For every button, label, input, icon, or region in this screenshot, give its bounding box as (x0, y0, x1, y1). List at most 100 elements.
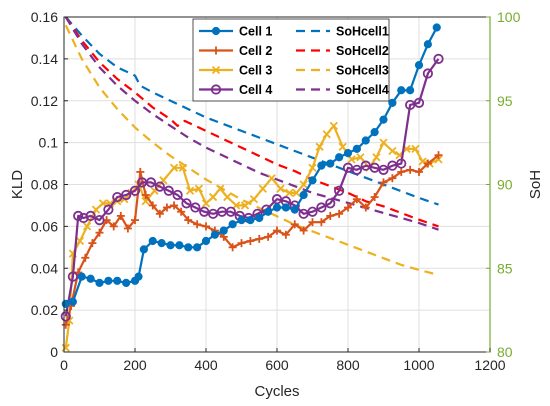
data-point (141, 190, 150, 199)
data-point (61, 343, 70, 352)
series-sohcell1 (64, 16, 439, 206)
x-marker-b (276, 184, 285, 193)
data-point (157, 239, 166, 248)
data-point (361, 203, 370, 212)
data-point (81, 253, 90, 262)
data-point (75, 236, 85, 246)
data-point (95, 228, 104, 237)
data-point (116, 211, 125, 220)
y-tick-label: 0.02 (31, 302, 58, 318)
data-point (68, 297, 77, 306)
x-marker-b (315, 142, 324, 151)
data-point (131, 216, 139, 225)
series-cell-4 (60, 53, 444, 322)
series-sohcell3 (64, 24, 439, 277)
data-point (334, 185, 345, 196)
data-point (223, 192, 232, 202)
series-line (64, 154, 440, 326)
data-point (228, 220, 237, 229)
x-marker-b (308, 163, 317, 172)
data-point (299, 190, 308, 200)
legend-label: Cell 2 (239, 44, 272, 58)
data-point (82, 222, 92, 231)
data-point (175, 241, 184, 250)
data-point (240, 201, 250, 210)
data-point (272, 203, 282, 212)
data-point (95, 278, 104, 288)
data-point (406, 86, 415, 95)
data-point (225, 206, 236, 217)
data-point (378, 164, 389, 175)
x-marker-b (299, 180, 308, 189)
data-point (155, 209, 164, 218)
legend-label: SoHcell4 (336, 83, 389, 97)
data-point (370, 193, 379, 202)
data-point (329, 121, 338, 131)
data-point (379, 115, 388, 124)
y-tick-label: 0.04 (31, 260, 58, 276)
data-point (276, 184, 285, 193)
data-point (145, 177, 157, 188)
data-point (210, 230, 219, 239)
data-point (249, 195, 259, 204)
legend-label: SoHcell2 (336, 44, 389, 58)
data-point (178, 163, 188, 172)
data-point (237, 215, 246, 225)
x-marker-b (434, 155, 443, 164)
x-marker-b (372, 153, 381, 162)
data-point (335, 153, 344, 162)
x-marker-b (185, 186, 195, 195)
data-point (285, 188, 294, 198)
data-point (396, 158, 407, 169)
data-point (103, 204, 114, 215)
x-tick-label: 1200 (474, 357, 505, 373)
legend-marker (211, 26, 221, 36)
series-line (64, 124, 439, 348)
data-point (342, 162, 354, 173)
data-point (73, 210, 84, 222)
data-point (122, 278, 131, 288)
y-tick-label: 0.06 (31, 218, 58, 234)
data-point (199, 206, 210, 217)
x-tick-label: 400 (194, 357, 218, 373)
x-marker-b (388, 146, 397, 156)
x-marker-b (292, 188, 301, 198)
data-point (335, 209, 344, 218)
data-point (193, 220, 202, 229)
y-tick-label: 0 (50, 344, 58, 360)
data-point (422, 68, 433, 79)
data-point (162, 203, 171, 212)
x-marker-b (418, 157, 427, 166)
legend-marker (211, 65, 221, 75)
data-point (170, 201, 179, 210)
data-point (347, 155, 356, 164)
data-point (255, 213, 264, 223)
x-marker-b (201, 199, 211, 208)
data-point (184, 216, 193, 225)
ticks: 0 200 400 600 800 1000 1200 0 0.02 0.04 0.06 0.08 0.… (31, 9, 521, 373)
y-tick-label: 0.12 (31, 93, 58, 109)
data-point (352, 144, 361, 154)
y2-tick-label: 85 (497, 260, 513, 276)
series-layer (60, 16, 444, 352)
series-cell-1 (61, 23, 441, 308)
data-point (299, 226, 308, 235)
data-point (121, 189, 132, 201)
data-point (136, 167, 145, 176)
data-point (411, 144, 420, 154)
data-point (228, 243, 237, 252)
data-point (387, 160, 398, 171)
data-point (113, 276, 122, 285)
data-point (406, 165, 415, 174)
x-marker-b (347, 155, 356, 164)
x-marker-b (356, 153, 365, 162)
data-point (369, 162, 380, 173)
legend-item: Cell 3 (199, 64, 272, 78)
legend-marker (212, 46, 220, 55)
y2-tick-label: 80 (497, 344, 513, 360)
data-point (264, 232, 273, 241)
data-point (271, 194, 283, 205)
legend-marker (210, 84, 222, 95)
y-axis-label: KLD (9, 170, 26, 199)
x-marker-b (258, 184, 267, 193)
